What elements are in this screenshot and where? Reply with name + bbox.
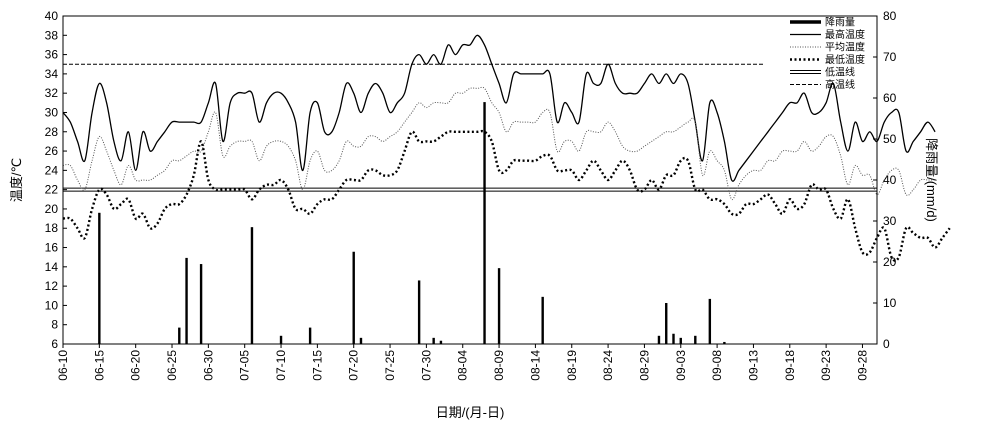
rainfall-bar (308, 327, 312, 344)
max-temp-line (62, 34, 936, 182)
rainfall-bar (250, 227, 254, 344)
x-tick-label: 09-08 (710, 350, 724, 381)
rainfall-bar (497, 268, 501, 344)
axes: 6 8 10 12 14 16 18 20 22 24 26 28 30 32 34 36 38 40 0 10 20 3… (45, 9, 897, 381)
rainfall-bar (417, 280, 421, 344)
x-tick-label: 06-15 (92, 350, 106, 381)
plot-frame (62, 15, 878, 345)
y-right-tick-label: 80 (883, 9, 897, 23)
y-left-tick-label: 22 (45, 183, 59, 197)
y-left-tick-label: 26 (45, 144, 59, 158)
x-tick-label: 09-28 (856, 350, 870, 381)
rainfall-bar (665, 303, 668, 344)
y-left-tick-label: 32 (45, 86, 59, 100)
x-tick-label: 08-19 (565, 350, 579, 381)
rainfall-bar (178, 327, 181, 344)
rainfall-bars (98, 102, 726, 344)
min-temp-line (62, 129, 951, 262)
x-tick-label: 06-25 (165, 350, 179, 381)
y-left-tick-label: 40 (45, 9, 59, 23)
x-axis-label: 日期/(月-日) (436, 405, 505, 420)
x-tick-label: 07-30 (419, 350, 433, 381)
y-left-tick-label: 12 (45, 279, 59, 293)
x-tick-label: 06-10 (56, 350, 70, 381)
temperature-series (62, 34, 951, 262)
y-left-tick-label: 8 (51, 318, 58, 332)
x-tick-label: 07-20 (347, 350, 361, 381)
x-tick-label: 07-15 (310, 350, 324, 381)
x-tick-label: 08-29 (637, 350, 651, 381)
legend-label: 最低温度 (825, 53, 865, 66)
x-tick-label: 09-18 (783, 350, 797, 381)
legend-label: 平均温度 (825, 41, 865, 54)
x-tick-label: 09-13 (746, 350, 760, 381)
x-tick-label: 09-03 (674, 350, 688, 381)
y-left-tick-label: 24 (45, 163, 59, 177)
y-right-tick-label: 70 (883, 50, 897, 64)
x-tick-label: 08-09 (492, 350, 506, 381)
rainfall-bar (279, 335, 283, 344)
avg-temp-line (62, 86, 936, 201)
y-left-tick-label: 16 (45, 241, 59, 255)
rainfall-bar (439, 340, 443, 344)
x-tick-label: 06-30 (201, 350, 215, 381)
rainfall-bar (694, 335, 697, 344)
x-tick-label: 09-23 (819, 350, 833, 381)
y-left-tick-label: 20 (45, 202, 59, 216)
x-tick-label: 08-14 (528, 350, 542, 381)
legend-label: 低温线 (825, 66, 855, 79)
x-tick-label: 07-10 (274, 350, 288, 381)
rainfall-bar (672, 333, 675, 344)
legend-label: 降雨量 (825, 16, 855, 29)
y-axis-right-label: 降雨量/(mm/d) (924, 138, 939, 222)
y-left-tick-label: 36 (45, 48, 59, 62)
x-tick-label: 08-24 (601, 350, 615, 381)
y-right-tick-label: 20 (883, 255, 897, 269)
y-right-tick-label: 60 (883, 91, 897, 105)
rainfall-bar (352, 251, 355, 344)
y-right-tick-label: 30 (883, 214, 897, 228)
rainfall-bar (657, 335, 661, 344)
rainfall-bar (541, 296, 544, 344)
y-left-tick-label: 34 (45, 67, 59, 81)
x-tick-label: 07-05 (238, 350, 252, 381)
rainfall-bar (359, 337, 363, 344)
rainfall-bar (483, 102, 486, 344)
rainfall-bar (679, 337, 682, 344)
y-left-tick-label: 14 (45, 260, 59, 274)
legend-label: 高温线 (825, 78, 855, 91)
rainfall-bar (199, 264, 203, 344)
y-left-tick-label: 28 (45, 125, 59, 139)
y-axis-left-label: 温度/℃ (9, 158, 24, 202)
rainfall-bar (185, 257, 188, 344)
rainfall-bar (708, 298, 712, 344)
reference-lines (63, 63, 877, 192)
x-tick-label: 08-04 (456, 350, 470, 381)
y-left-tick-label: 38 (45, 28, 59, 42)
y-left-tick-label: 6 (51, 337, 58, 351)
y-right-tick-label: 40 (883, 173, 897, 187)
rainfall-bar (723, 341, 726, 344)
x-tick-label: 06-20 (129, 350, 143, 381)
y-right-tick-label: 50 (883, 132, 897, 146)
legend-label: 最高温度 (825, 28, 865, 41)
y-left-tick-label: 10 (45, 298, 59, 312)
y-right-tick-label: 0 (883, 337, 890, 351)
y-left-tick-label: 18 (45, 221, 59, 235)
y-left-tick-label: 30 (45, 105, 59, 119)
rainfall-bar (98, 212, 101, 344)
y-right-tick-label: 10 (883, 296, 897, 310)
rainfall-bar (432, 337, 435, 344)
x-tick-label: 07-25 (383, 350, 397, 381)
